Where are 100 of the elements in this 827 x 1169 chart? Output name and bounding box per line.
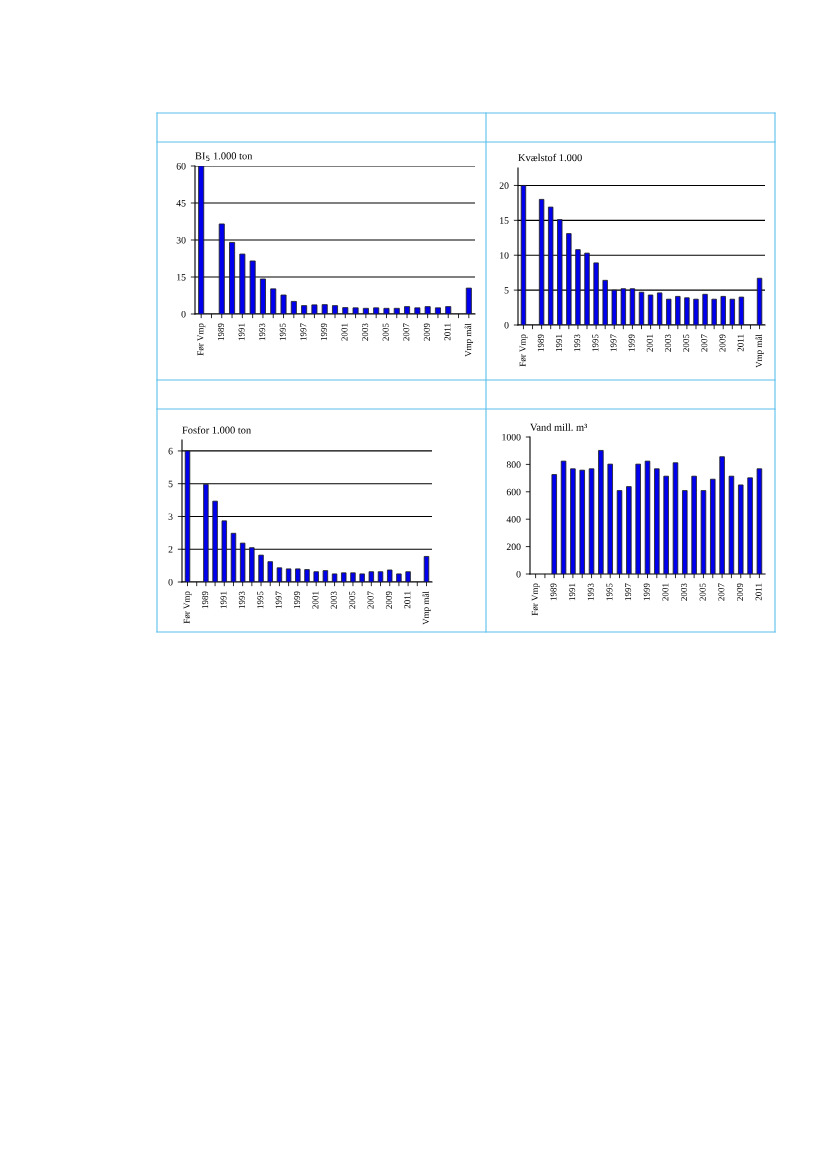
x-tick-label: 2011 xyxy=(755,583,762,601)
x-tick-label: 2001 xyxy=(646,334,653,352)
x-tick-label: 2009 xyxy=(385,591,392,609)
y-tick-label: 15 xyxy=(500,217,509,224)
bar xyxy=(368,571,375,582)
bar xyxy=(548,206,554,325)
y-tick-label: 1000 xyxy=(502,433,521,441)
bar xyxy=(352,307,359,314)
bar xyxy=(331,573,338,582)
bar xyxy=(285,568,292,582)
bar xyxy=(629,288,636,325)
bar xyxy=(520,185,527,325)
y-axis-title: Kvælstof 1.000 xyxy=(518,153,582,162)
bar xyxy=(396,573,402,582)
x-tick-label: 1989 xyxy=(537,334,544,352)
x-tick-label: 2007 xyxy=(403,323,410,341)
x-tick-label: 1999 xyxy=(294,591,301,609)
y-tick-label: 400 xyxy=(506,516,521,523)
bar xyxy=(258,554,264,582)
y-tick-label: 0 xyxy=(504,321,509,329)
x-tick-label: Før Vmp xyxy=(197,323,206,356)
y-tick-label: 20 xyxy=(499,182,509,189)
bar xyxy=(321,304,328,314)
x-tick-label: Vmp mål xyxy=(422,591,431,625)
bar xyxy=(666,298,672,325)
bar xyxy=(414,307,421,314)
bar xyxy=(729,298,735,325)
bar xyxy=(756,468,763,574)
x-tick-label: 1997 xyxy=(610,334,617,352)
bar xyxy=(638,291,645,325)
x-tick-label: 1995 xyxy=(279,323,286,341)
x-tick-label: 1989 xyxy=(202,591,209,609)
bar xyxy=(611,289,617,325)
bar xyxy=(424,306,431,314)
bar xyxy=(654,468,660,574)
x-tick-label: 2001 xyxy=(312,591,319,609)
bar xyxy=(350,572,356,582)
y-tick-label: 3 xyxy=(168,513,173,520)
x-tick-label: 2001 xyxy=(341,323,348,341)
bar xyxy=(672,462,679,574)
bar xyxy=(383,307,390,314)
x-tick-label: 2011 xyxy=(404,591,411,609)
y-tick-label: 10 xyxy=(500,252,509,259)
x-tick-label: 2005 xyxy=(699,583,706,601)
bar xyxy=(710,478,716,574)
bar xyxy=(607,463,613,574)
bar xyxy=(445,306,452,314)
x-tick-label: Vmp mål xyxy=(464,323,474,357)
y-tick-label: 800 xyxy=(506,461,521,468)
y-tick-label: 5 xyxy=(504,287,509,294)
bar xyxy=(570,468,576,574)
bar xyxy=(756,277,763,325)
bar xyxy=(332,305,338,314)
bar xyxy=(184,450,191,582)
bar xyxy=(626,486,632,574)
x-tick-label: 1991 xyxy=(220,591,227,609)
bar xyxy=(656,292,663,325)
bar xyxy=(434,307,441,314)
x-tick-label: 1993 xyxy=(238,591,245,609)
bar xyxy=(313,571,319,582)
bar xyxy=(295,568,301,582)
x-tick-label: 1999 xyxy=(643,583,650,601)
bar xyxy=(691,475,697,574)
bar xyxy=(239,253,246,314)
bar xyxy=(229,242,236,314)
bar xyxy=(684,297,690,325)
y-axis-title: Vand mill. m³ xyxy=(530,423,588,431)
bar xyxy=(588,468,595,574)
bar xyxy=(387,569,393,582)
y-tick-label: 0 xyxy=(181,310,186,318)
x-tick-label: 1993 xyxy=(259,323,266,341)
y-axis-title: Fosfor 1.000 ton xyxy=(182,426,251,434)
bar xyxy=(560,460,567,574)
bar xyxy=(598,450,604,574)
bar xyxy=(404,306,411,314)
bar xyxy=(239,542,246,582)
x-tick-label: 2003 xyxy=(330,591,337,609)
bar xyxy=(551,474,557,574)
bar xyxy=(359,573,365,582)
bar xyxy=(212,500,218,582)
bar xyxy=(322,570,329,582)
bar xyxy=(738,484,744,574)
x-tick-label: 2005 xyxy=(382,323,389,341)
bar xyxy=(711,298,717,325)
bar xyxy=(566,233,572,325)
bar xyxy=(538,198,545,325)
x-tick-label: 2001 xyxy=(662,583,669,601)
x-tick-label: 1997 xyxy=(300,323,307,341)
x-tick-label: 2003 xyxy=(362,323,369,341)
x-tick-label: 1995 xyxy=(606,583,613,601)
y-tick-label: 15 xyxy=(177,273,186,281)
bar xyxy=(720,295,726,325)
bar xyxy=(644,460,651,574)
bar xyxy=(280,294,287,314)
bar xyxy=(377,571,384,582)
bar xyxy=(693,298,699,325)
x-tick-label: 1991 xyxy=(569,583,576,601)
x-tick-label: 1997 xyxy=(275,591,282,609)
x-tick-label: 1995 xyxy=(257,591,264,609)
x-tick-label: Før Vmp xyxy=(519,334,528,367)
